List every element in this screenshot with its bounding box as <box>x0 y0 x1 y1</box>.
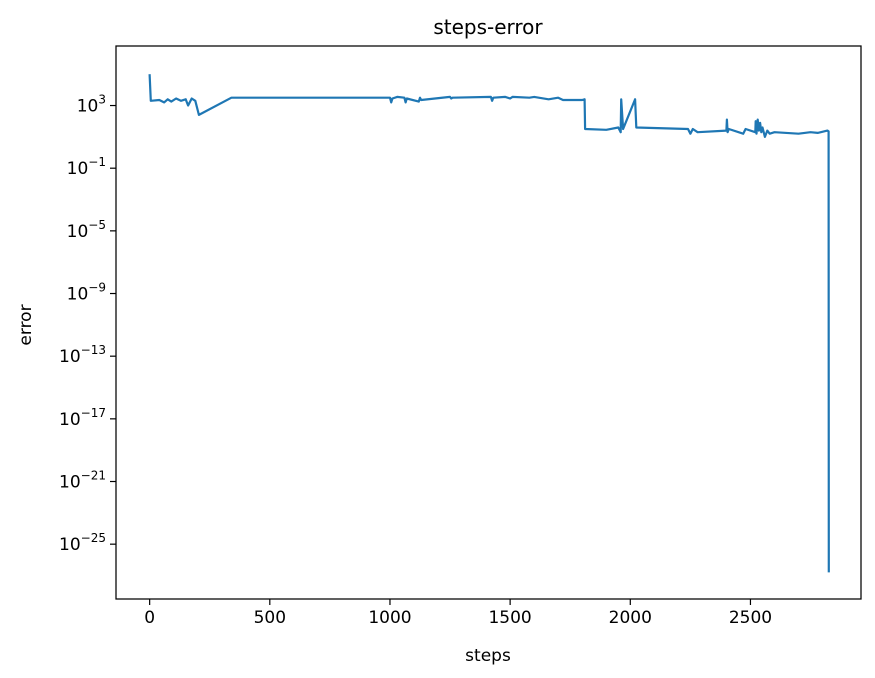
y-tick-label: 103 <box>77 93 106 117</box>
y-axis-label: error <box>16 304 36 345</box>
y-tick-label: 10−13 <box>59 343 106 367</box>
plot-frame <box>115 45 862 600</box>
y-tick-label: 10−21 <box>59 469 106 493</box>
y-tick-label: 10−25 <box>59 531 106 555</box>
x-tick-label: 500 <box>254 608 286 628</box>
chart-title: steps-error <box>433 15 543 39</box>
x-axis-label: steps <box>465 646 511 666</box>
x-tick-label: 1500 <box>488 608 531 628</box>
x-tick-label: 2500 <box>729 608 772 628</box>
y-tick-label: 10−1 <box>67 155 106 179</box>
y-tick-label: 10−9 <box>67 281 106 305</box>
x-tick-label: 2000 <box>609 608 652 628</box>
series-line <box>148 74 830 573</box>
x-tick-label: 1000 <box>368 608 411 628</box>
axis-ticks: 0 500 1000 1500 2000 2500 103 10−1 10−5 10−9 10−13… <box>59 93 772 628</box>
y-tick-label: 10−17 <box>59 406 106 430</box>
y-tick-label: 10−5 <box>67 218 106 242</box>
x-tick-label: 0 <box>144 608 155 628</box>
